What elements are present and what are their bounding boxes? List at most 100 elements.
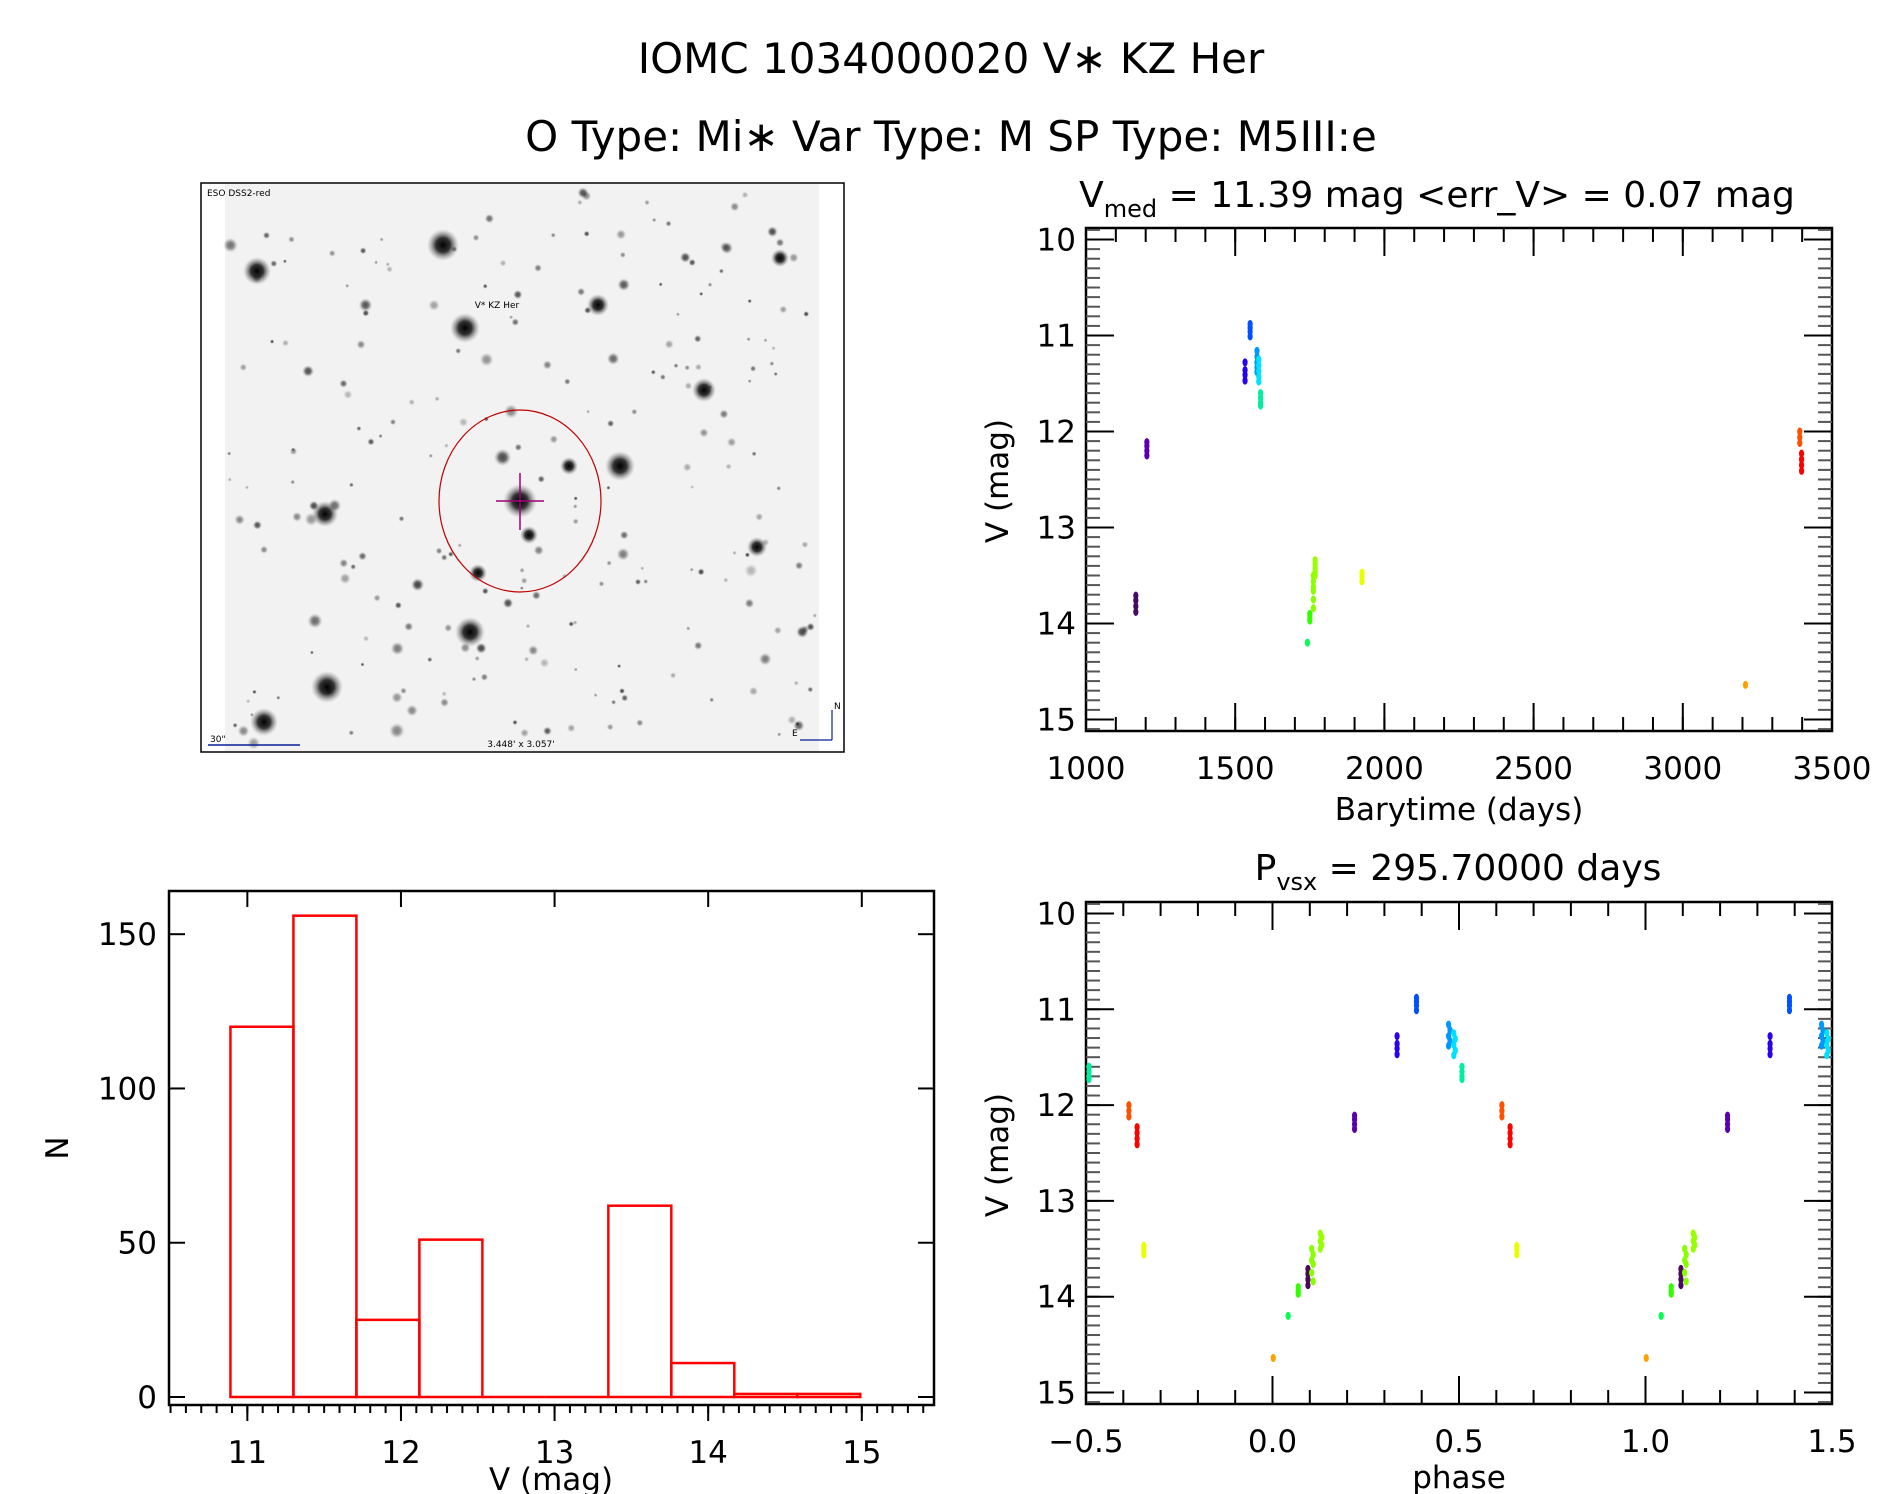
- bright-star: [692, 378, 716, 402]
- star: [606, 352, 620, 366]
- star: [777, 732, 782, 737]
- star: [234, 514, 245, 525]
- star: [350, 563, 357, 570]
- star: [699, 291, 704, 296]
- star: [499, 259, 507, 267]
- star: [379, 237, 384, 242]
- star: [339, 572, 351, 585]
- star: [690, 485, 695, 489]
- phase-curve-point: [1134, 1128, 1140, 1137]
- star: [686, 626, 691, 631]
- star: [394, 601, 402, 609]
- star: [688, 258, 696, 267]
- phase-curve-xtick-label: 1.5: [1807, 1424, 1856, 1460]
- light-curve-ytick-label: 11: [1037, 319, 1076, 355]
- bright-star: [560, 457, 578, 475]
- star-field: [223, 187, 818, 750]
- light-curve-point: [1798, 449, 1805, 458]
- histogram-ytick-label: 100: [98, 1071, 157, 1107]
- histogram-xtick-label: 14: [688, 1435, 727, 1471]
- light-curve-xtick-label: 1500: [1196, 751, 1275, 787]
- phase-curve-point: [1507, 1123, 1513, 1132]
- star: [634, 578, 642, 586]
- light-curve-ytick-label: 10: [1037, 223, 1076, 259]
- star: [356, 425, 362, 432]
- histogram-bar: [796, 1392, 862, 1399]
- star: [339, 379, 348, 388]
- star: [707, 282, 713, 288]
- star: [586, 409, 591, 414]
- light-curve-point: [1242, 376, 1248, 385]
- star: [290, 479, 296, 485]
- star: [636, 719, 644, 727]
- light-curve-point: [1798, 455, 1805, 464]
- star: [751, 451, 757, 457]
- target-crosshair: [496, 473, 544, 530]
- star: [527, 645, 539, 656]
- star: [246, 699, 251, 704]
- star: [771, 345, 776, 351]
- phase-curve-xtick-label: 0.5: [1434, 1424, 1483, 1460]
- star: [531, 590, 541, 601]
- phase-curve-point: [1678, 1281, 1684, 1290]
- star: [640, 566, 645, 571]
- star: [576, 287, 586, 296]
- star: [356, 339, 366, 350]
- light-curve-point: [1256, 355, 1262, 364]
- star: [474, 655, 480, 662]
- phase-curve-point: [1310, 1277, 1316, 1286]
- phase-curve-point: [1499, 1112, 1505, 1121]
- star: [747, 379, 752, 384]
- light-curve-plot: Vmed = 11.39 mag <err_V> = 0.07 mag Bary…: [980, 175, 1871, 828]
- light-curve-title: Vmed = 11.39 mag <err_V> = 0.07 mag: [1079, 175, 1795, 223]
- light-curve-point: [1242, 358, 1248, 367]
- compass-icon: [800, 710, 833, 741]
- bright-star: [747, 537, 767, 557]
- light-curve-point: [1247, 332, 1253, 341]
- star: [276, 695, 281, 700]
- phase-curve-point: [1507, 1140, 1513, 1149]
- star: [362, 635, 370, 642]
- star: [773, 626, 782, 635]
- star: [479, 352, 494, 367]
- star: [441, 691, 448, 697]
- star: [288, 236, 295, 243]
- light-curve-point: [1144, 451, 1150, 460]
- histogram-ytick-label: 150: [98, 917, 157, 953]
- phase-curve-plot: Pvsx = 295.70000 days phase V (mag) −0.5…: [980, 848, 1857, 1494]
- star: [577, 187, 589, 199]
- light-curve-point: [1798, 466, 1805, 475]
- phase-curve-point: [1818, 1041, 1825, 1050]
- star: [621, 694, 629, 702]
- phase-curve-frame: [1084, 900, 1834, 1406]
- star: [247, 736, 261, 750]
- bright-star: [455, 617, 485, 647]
- star: [776, 485, 782, 491]
- star: [606, 485, 611, 490]
- light-curve-point: [1797, 427, 1803, 436]
- star: [252, 689, 257, 695]
- star: [471, 676, 477, 682]
- star: [679, 251, 691, 263]
- star: [658, 282, 663, 287]
- star: [763, 338, 768, 343]
- star: [302, 365, 315, 378]
- light-curve-ytick-label: 12: [1037, 415, 1076, 451]
- histogram-xtick-label: 11: [228, 1435, 267, 1471]
- star: [400, 687, 407, 695]
- histogram-frame: [167, 889, 936, 1407]
- star: [718, 268, 725, 274]
- light-curve-point: [1797, 439, 1803, 448]
- histogram-bar: [355, 1318, 421, 1399]
- star: [572, 504, 578, 509]
- phase-curve-xtick-label: 1.0: [1621, 1424, 1670, 1460]
- star: [593, 693, 598, 698]
- star: [572, 620, 578, 626]
- bright-star: [427, 229, 459, 261]
- star: [503, 303, 508, 308]
- phase-curve-point: [1317, 1244, 1323, 1253]
- bright-star: [243, 257, 271, 285]
- star: [378, 433, 383, 439]
- star: [787, 715, 797, 725]
